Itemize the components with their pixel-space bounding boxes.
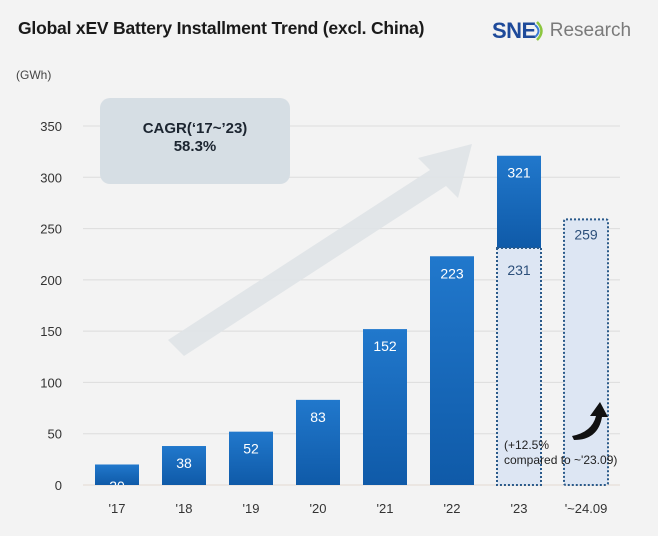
x-tick-label: '~24.09	[565, 501, 608, 516]
logo-arc-icon	[534, 19, 548, 43]
bar	[162, 446, 206, 485]
y-tick-label: 250	[40, 222, 62, 237]
bar-partial	[496, 247, 542, 486]
bars: 20 38 52 83 152 223 321 231 259	[95, 155, 609, 494]
y-axis-ticks: 0 50 100 150 200 250 300 350	[40, 119, 62, 493]
bar-partial-value-label: 231	[507, 262, 531, 278]
chart-title: Global xEV Battery Installment Trend (ex…	[18, 18, 425, 38]
cagr-label: CAGR(‘17~’23)	[142, 120, 248, 137]
bar	[95, 464, 139, 485]
bar-value-label: 152	[373, 338, 397, 354]
x-axis-labels: '17 '18 '19 '20 '21 '22 '23 '~24.09	[109, 501, 608, 516]
bar-value-label: 259	[574, 226, 598, 242]
bar-value-label: 38	[176, 455, 192, 471]
bar	[296, 399, 340, 485]
x-tick-label: '20	[310, 501, 327, 516]
y-tick-label: 100	[40, 375, 62, 390]
bar	[229, 431, 273, 485]
x-tick-label: '17	[109, 501, 126, 516]
x-tick-label: '22	[444, 501, 461, 516]
trend-arrow-icon	[168, 144, 472, 356]
logo-sne-text: SNE	[492, 18, 536, 43]
x-tick-label: '21	[377, 501, 394, 516]
y-tick-label: 350	[40, 119, 62, 134]
bar	[430, 256, 474, 485]
y-axis-unit: (GWh)	[16, 68, 52, 82]
trend-arrow-shape	[168, 144, 472, 356]
curved-up-arrow-icon	[572, 402, 608, 440]
y-tick-label: 150	[40, 324, 62, 339]
bar	[497, 155, 541, 249]
x-tick-label: '19	[243, 501, 260, 516]
y-tick-label: 200	[40, 273, 62, 288]
growth-note: (+12.5% compared to ~'23.09)	[504, 438, 617, 468]
bar-value-label: 321	[507, 165, 531, 181]
y-tick-label: 0	[55, 478, 62, 493]
bar-value-label: 52	[243, 441, 259, 457]
x-tick-label: '23	[511, 501, 528, 516]
x-tick-label: '18	[176, 501, 193, 516]
y-tick-label: 50	[48, 427, 62, 442]
cagr-callout: CAGR(‘17~’23) 58.3%	[100, 98, 290, 184]
sne-research-logo: SNE Research	[492, 16, 631, 46]
y-tick-label: 300	[40, 170, 62, 185]
bar	[363, 329, 407, 485]
cagr-value: 58.3%	[173, 138, 217, 155]
logo-research-text: Research	[549, 20, 632, 41]
growth-note-line2: compared to ~'23.09)	[504, 453, 618, 467]
bar-value-label: 83	[310, 409, 326, 425]
bar-value-label: 223	[440, 265, 464, 281]
bar-value-label: 20	[109, 478, 125, 494]
growth-note-line1: (+12.5%	[504, 438, 550, 452]
